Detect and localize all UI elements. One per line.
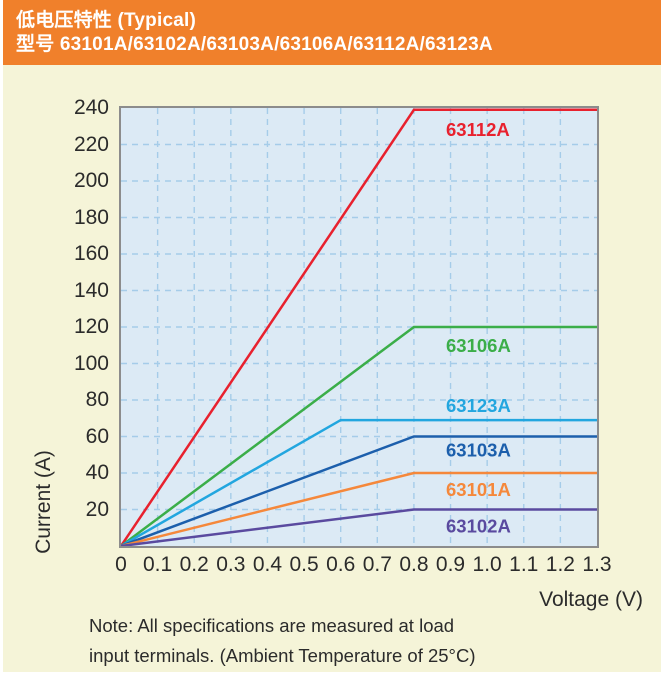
y-tick-label-240: 240 xyxy=(73,96,109,119)
x-tick-label-0.3: 0.3 xyxy=(216,553,246,576)
series-label-63102A: 63102A xyxy=(446,516,511,537)
footnote-line-1: Note: All specifications are measured at… xyxy=(89,615,455,636)
y-axis-title: Current (A) xyxy=(32,450,55,554)
x-tick-label-0.7: 0.7 xyxy=(362,553,392,576)
series-label-63112A: 63112A xyxy=(446,119,510,140)
y-tick-label-100: 100 xyxy=(73,351,109,375)
x-tick-label-1.1: 1.1 xyxy=(509,553,539,576)
x-tick-label-1.2: 1.2 xyxy=(545,553,575,576)
chart-canvas: 63112A 63106A 63123A 63103A 63101A 63102A xyxy=(121,108,597,546)
y-tick-label-80: 80 xyxy=(85,388,109,411)
series-line-63106A xyxy=(121,325,597,546)
y-tick-label-60: 60 xyxy=(85,424,109,448)
series-label-63101A: 63101A xyxy=(446,479,511,500)
y-tick-label-140: 140 xyxy=(73,278,109,302)
chart-subtitle: 型号 63101A/63102A/63103A/63106A/63112A/63… xyxy=(16,34,493,55)
y-tick-label-20: 20 xyxy=(85,497,109,521)
plot-area: 63112A 63106A 63123A 63103A 63101A 63102A xyxy=(119,106,599,548)
y-tick-label-220: 220 xyxy=(73,132,109,156)
x-tick-label-0.9: 0.9 xyxy=(435,553,466,576)
x-tick-label-0.8: 0.8 xyxy=(399,553,429,576)
x-tick-label-0.6: 0.6 xyxy=(326,553,356,576)
footnote: Note: All specifications are measured at… xyxy=(89,611,589,671)
x-tick-label-0.2: 0.2 xyxy=(179,553,209,576)
y-tick-label-40: 40 xyxy=(85,461,109,484)
chart-header: 低电压特性 (Typical) 型号 63101A/63102A/63103A/… xyxy=(3,0,661,65)
chart-title: 低电压特性 (Typical) xyxy=(16,10,196,31)
y-tick-label-160: 160 xyxy=(73,242,109,265)
series-label-63103A: 63103A xyxy=(446,440,511,461)
x-axis-title: Voltage (V) xyxy=(539,588,643,611)
series-label-63106A: 63106A xyxy=(446,335,511,356)
x-tick-label-0.4: 0.4 xyxy=(252,553,283,576)
series-line-63101A xyxy=(121,471,597,546)
series-line-63102A xyxy=(121,508,597,546)
x-tick-label-0.1: 0.1 xyxy=(143,553,173,576)
series-label-63123A: 63123A xyxy=(446,395,511,416)
x-tick-label-1.0: 1.0 xyxy=(472,553,502,576)
y-tick-label-120: 120 xyxy=(73,315,109,338)
x-tick-label-0.5: 0.5 xyxy=(289,553,319,576)
x-tick-label-1.3: 1.3 xyxy=(582,553,612,576)
footnote-line-2: input terminals. (Ambient Temperature of… xyxy=(89,645,476,666)
series-line-63103A xyxy=(121,435,597,546)
y-tick-label-180: 180 xyxy=(73,205,109,229)
x-tick-label-0: 0 xyxy=(115,553,127,576)
y-tick-label-200: 200 xyxy=(73,169,109,192)
series-line-63123A xyxy=(121,418,597,546)
series-line-63112A xyxy=(121,108,597,546)
page-panel: 低电压特性 (Typical) 型号 63101A/63102A/63103A/… xyxy=(3,0,661,672)
